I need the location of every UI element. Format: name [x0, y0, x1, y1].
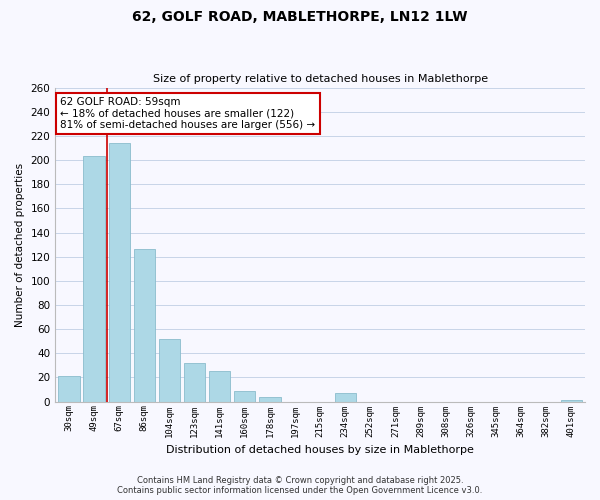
Bar	[234, 391, 256, 402]
Bar	[83, 156, 105, 402]
Bar	[560, 400, 582, 402]
Bar	[259, 397, 281, 402]
Bar	[335, 393, 356, 402]
Bar	[58, 376, 80, 402]
Bar	[134, 250, 155, 402]
X-axis label: Distribution of detached houses by size in Mablethorpe: Distribution of detached houses by size …	[166, 445, 474, 455]
Text: 62 GOLF ROAD: 59sqm
← 18% of detached houses are smaller (122)
81% of semi-detac: 62 GOLF ROAD: 59sqm ← 18% of detached ho…	[61, 97, 316, 130]
Bar	[159, 339, 180, 402]
Bar	[184, 363, 205, 402]
Text: 62, GOLF ROAD, MABLETHORPE, LN12 1LW: 62, GOLF ROAD, MABLETHORPE, LN12 1LW	[132, 10, 468, 24]
Title: Size of property relative to detached houses in Mablethorpe: Size of property relative to detached ho…	[152, 74, 488, 84]
Bar	[109, 143, 130, 402]
Bar	[209, 372, 230, 402]
Y-axis label: Number of detached properties: Number of detached properties	[15, 162, 25, 326]
Text: Contains HM Land Registry data © Crown copyright and database right 2025.
Contai: Contains HM Land Registry data © Crown c…	[118, 476, 482, 495]
